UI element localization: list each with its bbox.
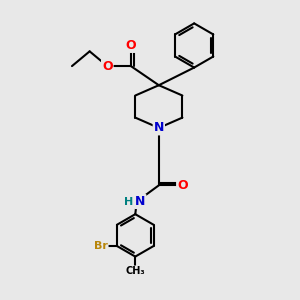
Text: N: N [154,122,164,134]
Text: O: O [177,179,188,192]
Text: H: H [124,196,133,206]
Text: Br: Br [94,241,108,251]
Text: O: O [102,60,112,73]
Text: CH₃: CH₃ [125,266,145,276]
Text: O: O [125,39,136,52]
Text: N: N [135,195,146,208]
